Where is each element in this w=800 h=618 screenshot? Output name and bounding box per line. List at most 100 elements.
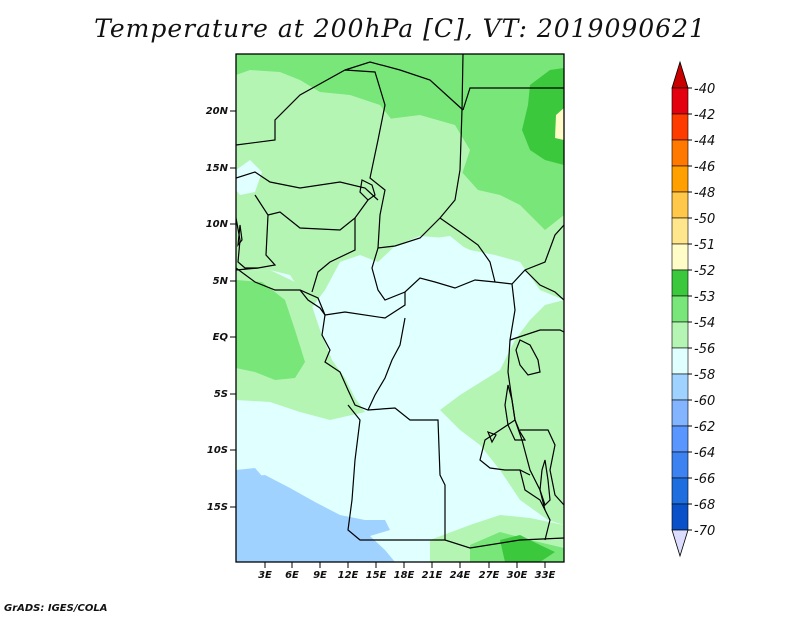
lake-chad [359,179,376,201]
colorbar-swatch [671,425,689,453]
border-line [524,269,564,301]
colorbar: -40 -42 -44 -46 -48 -50 -51 -52 -53 -54 -56 -58 -60 -… [671,60,715,558]
colorbar-label: -44 [694,134,715,149]
lake-volta [237,224,243,247]
colorbar-label: -58 [694,368,715,383]
latitude-ticks [230,110,236,508]
border-line [347,404,564,549]
colorbar-label: -56 [694,342,715,357]
colorbar-label: -48 [694,186,715,201]
border-line [236,54,464,249]
border-line [321,314,446,540]
lon-label: 27E [479,570,500,581]
colorbar-label: -64 [694,446,715,461]
colorbar-swatch [671,347,689,375]
lat-label: 10N [206,219,229,230]
colorbar-label: -46 [694,160,715,175]
border-line [311,218,356,293]
field-minus53-north [236,54,564,230]
colorbar-label: -42 [694,108,715,123]
colorbar-swatch [671,191,689,219]
lake-victoria [515,339,541,376]
field-minus52-southeast [500,535,555,562]
lat-label: 5S [214,389,228,400]
colorbar-label: -62 [694,420,715,435]
longitude-labels: 3E 6E 9E 12E 15E 18E 21E 24E 27E 30E 33E [258,570,555,581]
colorbar-swatch [671,373,689,401]
lon-label: 9E [313,570,327,581]
colorbar-swatch [671,295,689,323]
lat-label: 5N [213,276,229,287]
map-frame [235,53,565,563]
colorbar-label: -70 [694,524,715,539]
colorbar-label: -50 [694,212,715,227]
map-title: Temperature at 200hPa [C], VT: 201909062… [94,14,706,43]
border-line [519,469,551,541]
lake-mweru [486,430,497,444]
colorbar-swatch [671,477,689,505]
lon-label: 3E [258,570,272,581]
lat-label: 15N [206,163,229,174]
border-line [367,317,406,411]
latitude-labels: 20N 15N 10N 5N EQ 5S 10S 15S [206,106,229,513]
colorbar-swatch [671,217,689,245]
field-minus53-west [236,280,305,380]
lon-label: 18E [394,570,415,581]
field-minus58-southwest [236,475,395,562]
colorbar-top-triangle [671,60,689,89]
lon-label: 30E [507,570,528,581]
lat-label: 10S [207,445,228,456]
border-line [520,429,564,506]
country-borders [236,54,564,549]
colorbar-swatch [671,399,689,427]
colorbar-label: -60 [694,394,715,409]
lon-label: 12E [338,570,359,581]
field-minus56-pocket-2 [236,160,262,195]
field-minus52-northeast [522,68,564,165]
colorbar-swatch [671,321,689,349]
lake-malawi [539,459,551,507]
field-minus51-northeast [555,108,564,140]
border-line [371,224,564,301]
colorbar-swatch [671,113,689,141]
border-line [479,419,531,476]
colorbar-swatch [671,139,689,167]
colorbar-swatch [671,503,689,531]
colorbar-bottom-triangle [671,529,689,558]
border-line [324,292,406,319]
colorbar-label: -53 [694,290,715,305]
colorbar-label: -66 [694,472,715,487]
lon-label: 33E [535,570,556,581]
border-line [439,217,496,283]
colorbar-swatch [671,451,689,479]
lon-label: 21E [422,570,443,581]
grads-credit: GrADS: IGES/COLA [4,603,108,614]
colorbar-swatch [671,269,689,297]
field-minus54-patch-2 [380,115,470,190]
border-line [236,171,379,201]
lat-label: 20N [206,106,229,117]
colorbar-label: -54 [694,316,715,331]
coastline [299,289,326,316]
colorbar-label: -51 [694,238,715,253]
colorbar-swatch [671,87,689,115]
lat-label: EQ [213,332,229,343]
colorbar-label: -40 [694,82,715,97]
field-minus56-pocket-1 [398,236,470,285]
border-line [236,267,326,316]
lon-label: 6E [285,570,299,581]
lon-label: 15E [366,570,387,581]
border-line [509,329,564,341]
colorbar-swatch [671,243,689,271]
border-line [267,199,369,231]
colorbar-label: -68 [694,498,715,513]
lon-label: 24E [450,570,471,581]
longitude-ticks [264,562,546,568]
lat-label: 15S [207,502,228,513]
border-line [462,87,564,111]
field-minus58-southwest-2 [236,468,262,480]
colorbar-label: -52 [694,264,715,279]
lake-tanganyika [504,384,527,441]
colorbar-swatch [671,165,689,193]
